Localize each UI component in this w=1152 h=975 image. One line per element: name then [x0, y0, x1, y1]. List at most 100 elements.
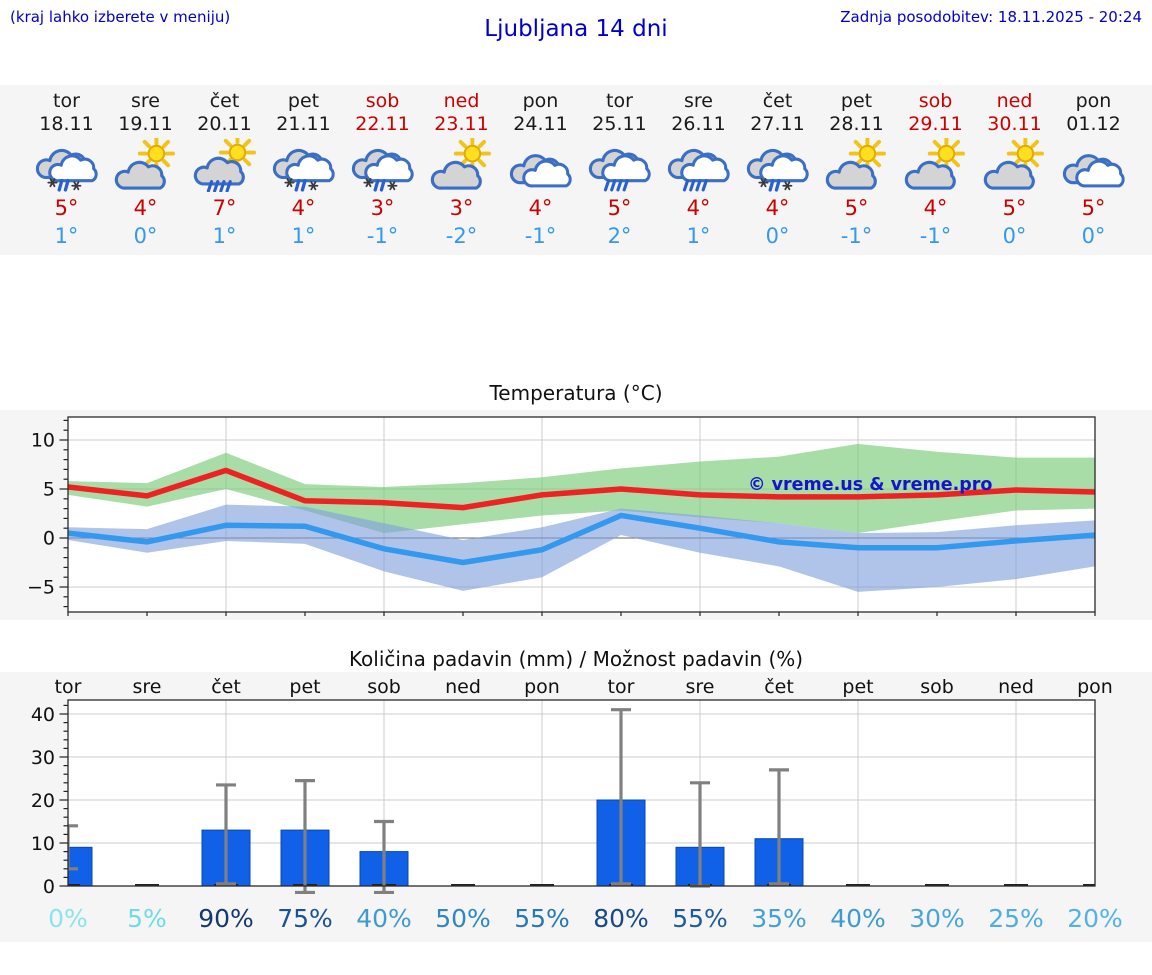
precip-probability-label: 90% — [198, 904, 254, 933]
plot-border — [67, 699, 1096, 887]
day-name: ned — [996, 90, 1033, 112]
day-high-temp: 7° — [212, 196, 237, 220]
day-low-temp: 1° — [291, 224, 316, 248]
forecast-day: pet 28.11 5° -1° — [817, 85, 896, 255]
day-low-temp: 0° — [133, 224, 158, 248]
day-low-temp: 1° — [54, 224, 79, 248]
precip-probability-label: 50% — [435, 904, 491, 933]
day-name: sob — [918, 90, 953, 112]
day-label: pet — [842, 676, 873, 698]
day-date: 18.11 — [39, 113, 94, 135]
day-name: sob — [365, 90, 400, 112]
precip-probability-label: 55% — [514, 904, 570, 933]
precip-probability-label: 75% — [277, 904, 333, 933]
day-low-temp: 0° — [1002, 224, 1027, 248]
precip-bar — [68, 846, 93, 887]
day-date: 19.11 — [118, 113, 173, 135]
day-high-temp: 4° — [291, 196, 316, 220]
day-low-temp: -1° — [524, 224, 557, 248]
day-high-temp: 3° — [449, 196, 474, 220]
day-high-temp: 3° — [370, 196, 395, 220]
precip-probability-label: 40% — [356, 904, 412, 933]
day-date: 23.11 — [434, 113, 489, 135]
day-low-temp: 1° — [686, 224, 711, 248]
day-name: pon — [1075, 90, 1112, 112]
day-date: 20.11 — [197, 113, 252, 135]
day-name: čet — [762, 90, 793, 112]
day-high-temp: 5° — [1002, 196, 1027, 220]
precip-probability-label: 20% — [1067, 904, 1123, 933]
precip-probability-label: 0% — [48, 904, 88, 933]
day-label: pon — [524, 676, 560, 698]
precip-probability-label: 30% — [909, 904, 965, 933]
day-low-temp: 2° — [607, 224, 632, 248]
day-date: 30.11 — [987, 113, 1042, 135]
y-tick-label: 5 — [43, 479, 55, 501]
forecast-day: čet 20.11 7° 1° — [185, 85, 264, 255]
bar-baseline-mark — [530, 884, 554, 886]
min-temp-line — [68, 512, 1095, 566]
rain-icon — [586, 138, 654, 192]
precipitation-chart: tor sre čet pet sob ned pon tor sre čet pet sob ned p… — [0, 672, 1152, 942]
bar-baseline-mark — [846, 884, 870, 886]
precipitation-chart-title: Količina padavin (mm) / Možnost padavin … — [348, 647, 804, 671]
bar-baseline-mark — [68, 884, 80, 886]
temperature-chart-title: Temperatura (°C) — [489, 381, 663, 405]
forecast-day: sre 19.11 4° 0° — [106, 85, 185, 255]
day-date: 22.11 — [355, 113, 410, 135]
day-low-temp: 0° — [1081, 224, 1106, 248]
day-icon-wrap — [185, 136, 264, 194]
forecast-day: ned 30.11 5° 0° — [975, 85, 1054, 255]
day-icon-wrap — [27, 136, 106, 194]
forecast-day: sob 22.11 3° -1° — [343, 85, 422, 255]
forecast-day: ned 23.11 3° -2° — [422, 85, 501, 255]
day-icon-wrap — [817, 136, 896, 194]
day-label: ned — [998, 676, 1034, 698]
sleet-icon — [349, 138, 417, 192]
page-title: Ljubljana 14 dni — [484, 16, 668, 42]
forecast-day: pon 01.12 5° 0° — [1054, 85, 1133, 255]
day-label: tor — [55, 676, 82, 698]
day-name: tor — [53, 90, 80, 112]
day-high-temp: 5° — [1081, 196, 1106, 220]
day-label: sob — [920, 676, 954, 698]
day-date: 24.11 — [513, 113, 568, 135]
day-date: 26.11 — [671, 113, 726, 135]
day-name: pet — [840, 90, 873, 112]
forecast-day: pon 24.11 4° -1° — [501, 85, 580, 255]
y-tick-label: 10 — [31, 430, 55, 452]
partly-sunny-icon — [112, 138, 180, 192]
day-name: pet — [287, 90, 320, 112]
cloudy-icon — [1060, 138, 1128, 192]
sleet-icon — [270, 138, 338, 192]
precip-probability-label: 55% — [672, 904, 728, 933]
forecast-day: tor 18.11 5° 1° — [27, 85, 106, 255]
day-low-temp: 1° — [212, 224, 237, 248]
max-temp-line — [68, 467, 1095, 511]
bar-baseline-mark — [451, 884, 475, 886]
watermark: © vreme.us & vreme.pro — [748, 475, 992, 495]
forecast-day: pet 21.11 4° 1° — [264, 85, 343, 255]
y-tick-label: 10 — [31, 833, 55, 855]
day-icon-wrap — [896, 136, 975, 194]
day-high-temp: 4° — [923, 196, 948, 220]
max-temp-range-band — [68, 443, 1095, 534]
sun-cloud-rain-icon — [191, 138, 259, 192]
day-label: ned — [445, 676, 481, 698]
day-high-temp: 5° — [54, 196, 79, 220]
day-low-temp: -1° — [366, 224, 399, 248]
rain-icon — [665, 138, 733, 192]
day-low-temp: 0° — [765, 224, 790, 248]
day-low-temp: -2° — [445, 224, 478, 248]
precip-probability-label: 25% — [988, 904, 1044, 933]
day-icon-wrap — [264, 136, 343, 194]
y-tick-label: 20 — [31, 790, 55, 812]
forecast-day: tor 25.11 5° 2° — [580, 85, 659, 255]
bar-baseline-mark — [925, 884, 949, 886]
forecast-day: čet 27.11 4° 0° — [738, 85, 817, 255]
day-label: sre — [133, 676, 162, 698]
bar-baseline-mark — [135, 884, 159, 886]
day-icon-wrap — [738, 136, 817, 194]
day-date: 01.12 — [1066, 113, 1121, 135]
day-label: tor — [608, 676, 635, 698]
